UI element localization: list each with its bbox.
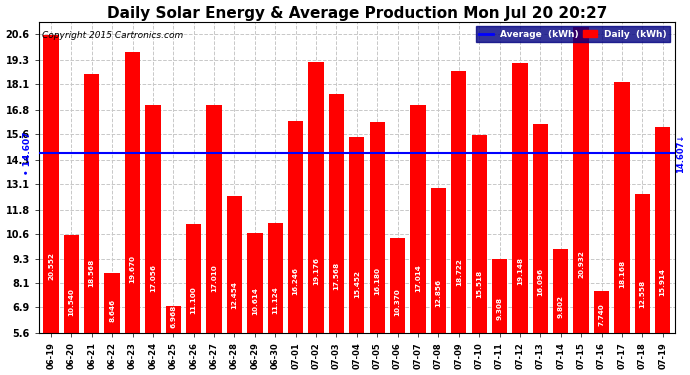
Text: 19.670: 19.670 xyxy=(130,255,135,283)
Text: 9.308: 9.308 xyxy=(497,297,502,320)
Bar xyxy=(288,121,304,333)
Text: 10.614: 10.614 xyxy=(252,288,258,315)
Bar xyxy=(492,260,507,333)
Bar xyxy=(655,128,670,333)
Bar xyxy=(614,82,629,333)
Bar xyxy=(308,62,324,333)
Text: 11.100: 11.100 xyxy=(190,286,197,314)
Text: 12.454: 12.454 xyxy=(231,281,237,309)
Bar xyxy=(553,249,569,333)
Text: 19.176: 19.176 xyxy=(313,256,319,285)
Bar xyxy=(512,63,528,333)
Bar xyxy=(84,74,99,333)
Bar xyxy=(635,194,650,333)
Text: 15.914: 15.914 xyxy=(660,268,666,296)
Legend: Average  (kWh), Daily  (kWh): Average (kWh), Daily (kWh) xyxy=(476,26,671,42)
Text: 18.568: 18.568 xyxy=(89,258,95,287)
Text: 11.124: 11.124 xyxy=(273,286,278,314)
Text: 9.802: 9.802 xyxy=(558,295,564,318)
Bar xyxy=(533,124,548,333)
Text: 10.370: 10.370 xyxy=(395,288,401,316)
Bar xyxy=(186,224,201,333)
Text: 12.558: 12.558 xyxy=(639,280,645,308)
Text: 7.740: 7.740 xyxy=(598,303,604,326)
Text: 18.722: 18.722 xyxy=(456,258,462,286)
Bar xyxy=(166,306,181,333)
Text: 17.010: 17.010 xyxy=(211,265,217,292)
Text: 15.518: 15.518 xyxy=(476,270,482,298)
Bar xyxy=(349,136,364,333)
Text: 8.646: 8.646 xyxy=(109,299,115,322)
Bar xyxy=(451,71,466,333)
Bar xyxy=(328,94,344,333)
Bar xyxy=(573,27,589,333)
Text: 17.568: 17.568 xyxy=(333,262,339,290)
Bar xyxy=(104,273,120,333)
Text: 15.452: 15.452 xyxy=(354,270,359,298)
Text: 16.096: 16.096 xyxy=(538,267,543,296)
Bar xyxy=(63,235,79,333)
Bar xyxy=(206,105,221,333)
Title: Daily Solar Energy & Average Production Mon Jul 20 20:27: Daily Solar Energy & Average Production … xyxy=(107,6,607,21)
Text: 17.014: 17.014 xyxy=(415,265,421,292)
Text: 19.148: 19.148 xyxy=(517,257,523,285)
Text: • 14.607: • 14.607 xyxy=(23,132,32,175)
Text: 10.540: 10.540 xyxy=(68,288,75,316)
Text: 16.180: 16.180 xyxy=(374,267,380,296)
Bar xyxy=(268,223,283,333)
Bar xyxy=(471,135,487,333)
Bar xyxy=(431,189,446,333)
Bar xyxy=(247,233,262,333)
Text: 14.607↓: 14.607↓ xyxy=(676,134,684,173)
Bar xyxy=(370,122,385,333)
Bar xyxy=(227,196,242,333)
Bar xyxy=(594,291,609,333)
Text: Copyright 2015 Cartronics.com: Copyright 2015 Cartronics.com xyxy=(42,31,183,40)
Bar xyxy=(390,238,405,333)
Text: 16.246: 16.246 xyxy=(293,267,299,295)
Bar xyxy=(411,105,426,333)
Text: 12.856: 12.856 xyxy=(435,279,442,308)
Text: 20.552: 20.552 xyxy=(48,252,54,280)
Bar xyxy=(43,34,59,333)
Text: 17.056: 17.056 xyxy=(150,264,156,292)
Bar xyxy=(125,52,140,333)
Bar xyxy=(146,105,161,333)
Text: 6.968: 6.968 xyxy=(170,305,176,328)
Text: 20.932: 20.932 xyxy=(578,251,584,278)
Text: 18.168: 18.168 xyxy=(619,260,625,288)
